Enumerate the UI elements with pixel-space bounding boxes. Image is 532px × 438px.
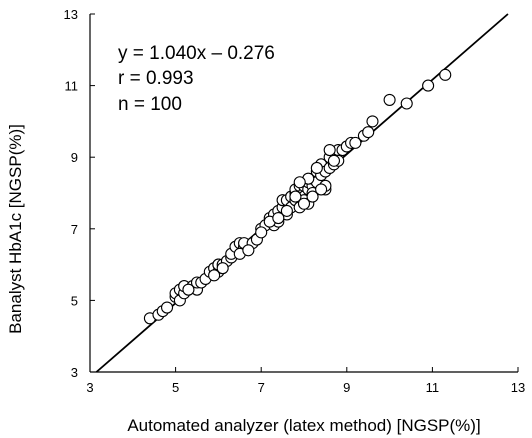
y-tick-label: 7	[71, 222, 78, 237]
data-point	[310, 161, 323, 174]
x-tick-label: 11	[426, 380, 440, 395]
data-point	[315, 183, 328, 196]
regression-equation: y = 1.040x – 0.276	[118, 43, 275, 64]
y-tick-labels: 3 5 7 9 11 13	[64, 7, 78, 380]
data-point	[422, 79, 435, 92]
data-point	[323, 143, 336, 157]
x-axis-title: Automated analyzer (latex method) [NGSP(…	[127, 416, 480, 435]
correlation-coefficient: r = 0.993	[118, 68, 194, 89]
data-point	[362, 126, 375, 139]
data-point	[280, 204, 293, 217]
y-tick-label: 13	[64, 7, 78, 22]
data-point	[293, 176, 306, 189]
x-tick-label: 5	[172, 380, 179, 395]
data-point	[349, 136, 362, 149]
data-point	[289, 190, 302, 203]
data-point	[255, 226, 268, 239]
y-tick-label: 3	[71, 365, 78, 380]
data-point	[400, 97, 413, 110]
points-group	[143, 68, 452, 325]
x-tick-label: 9	[343, 380, 350, 395]
data-point	[366, 115, 379, 128]
data-point	[242, 244, 255, 257]
sample-size: n = 100	[118, 94, 182, 115]
data-point	[297, 197, 311, 210]
data-point	[216, 262, 229, 275]
x-tick-label: 3	[86, 380, 93, 395]
data-point	[383, 93, 396, 106]
x-tick-label: 7	[258, 380, 265, 395]
data-point	[439, 68, 452, 81]
y-tick-label: 11	[65, 79, 79, 94]
data-point	[327, 154, 341, 167]
y-tick-label: 5	[71, 293, 78, 308]
axes-group	[89, 13, 519, 373]
data-point	[306, 190, 319, 203]
data-point	[160, 301, 174, 314]
data-point	[208, 269, 221, 282]
x-tick-labels: 3 5 7 9 11 13	[86, 380, 525, 395]
x-tick-label: 13	[511, 380, 525, 395]
y-axis-title: Banalyst HbA1c [NGSP(%)]	[6, 124, 25, 334]
y-tick-label: 9	[71, 150, 78, 165]
data-point	[272, 212, 285, 225]
data-point	[182, 283, 195, 296]
